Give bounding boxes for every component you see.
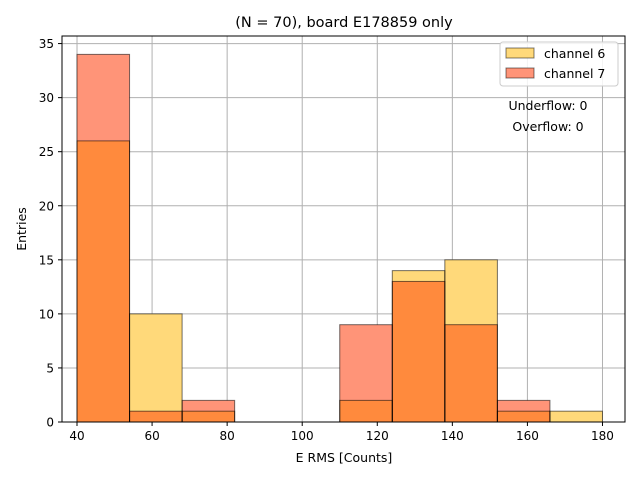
- x-axis-label: E RMS [Counts]: [296, 450, 393, 465]
- bar-overlap: [392, 281, 445, 422]
- y-tick-label: 30: [39, 91, 54, 105]
- chart-title: (N = 70), board E178859 only: [235, 15, 453, 31]
- legend-swatch-channel-6: [505, 47, 535, 59]
- y-axis-label: Entries: [14, 207, 29, 251]
- y-axis: 0 5 10 15 20 25 30 35: [39, 37, 62, 430]
- bar-overlap: [444, 324, 498, 422]
- y-tick-label: 25: [39, 145, 54, 159]
- legend: channel 6 channel 7: [499, 41, 619, 87]
- x-tick-label: 180: [591, 429, 614, 443]
- bar-channel-6: [549, 411, 603, 422]
- y-tick-label: 20: [39, 199, 54, 213]
- bar-overlap: [497, 411, 550, 422]
- x-tick-label: 100: [291, 429, 314, 443]
- legend-label-channel-7: channel 7: [544, 66, 605, 81]
- x-tick-label: 80: [220, 429, 235, 443]
- x-tick-label: 40: [69, 429, 84, 443]
- legend-swatch-channel-7: [505, 67, 535, 79]
- x-tick-label: 60: [144, 429, 159, 443]
- bar-channel-6: [129, 313, 183, 422]
- overflow-annotation: Overflow: 0: [512, 119, 583, 134]
- bar-overlap: [77, 140, 130, 422]
- x-tick-label: 140: [441, 429, 464, 443]
- bar-overlap: [129, 411, 183, 422]
- plot-frame: [61, 35, 626, 423]
- y-tick-label: 0: [46, 416, 54, 430]
- underflow-annotation: Underflow: 0: [508, 98, 587, 113]
- y-tick-label: 5: [46, 361, 54, 375]
- x-tick-label: 160: [516, 429, 539, 443]
- bar-overlap: [339, 400, 393, 422]
- y-tick-label: 35: [39, 37, 54, 51]
- x-tick-label: 120: [366, 429, 389, 443]
- bars-overlap: [77, 140, 550, 422]
- y-tick-label: 10: [39, 307, 54, 321]
- legend-label-channel-6: channel 6: [544, 46, 605, 61]
- x-axis: 40 60 80 100 120 140 160 180: [69, 422, 614, 443]
- bar-overlap: [182, 411, 235, 422]
- y-tick-label: 15: [39, 253, 54, 267]
